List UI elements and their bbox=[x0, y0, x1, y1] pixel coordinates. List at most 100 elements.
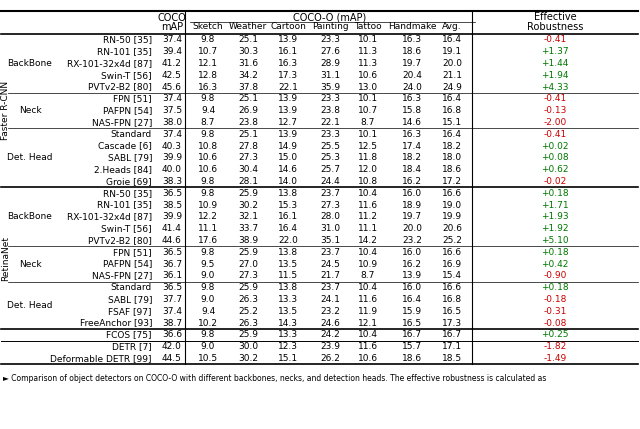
Text: 42.0: 42.0 bbox=[162, 342, 182, 351]
Text: 9.0: 9.0 bbox=[201, 272, 215, 281]
Text: 18.5: 18.5 bbox=[442, 354, 462, 363]
Text: 12.8: 12.8 bbox=[198, 71, 218, 80]
Text: 19.7: 19.7 bbox=[402, 59, 422, 68]
Text: Groie [69]: Groie [69] bbox=[106, 177, 152, 186]
Text: 35.9: 35.9 bbox=[320, 83, 340, 92]
Text: 8.7: 8.7 bbox=[201, 118, 215, 127]
Text: RX-101-32x4d [87]: RX-101-32x4d [87] bbox=[67, 212, 152, 221]
Text: COCO: COCO bbox=[157, 13, 186, 23]
Text: 12.1: 12.1 bbox=[198, 59, 218, 68]
Text: 25.5: 25.5 bbox=[320, 142, 340, 151]
Text: 31.1: 31.1 bbox=[320, 71, 340, 80]
Text: 45.6: 45.6 bbox=[162, 83, 182, 92]
Text: 25.3: 25.3 bbox=[320, 154, 340, 163]
Text: 25.1: 25.1 bbox=[238, 36, 258, 44]
Text: NAS-FPN [27]: NAS-FPN [27] bbox=[92, 118, 152, 127]
Text: 12.1: 12.1 bbox=[358, 319, 378, 328]
Text: 27.0: 27.0 bbox=[238, 260, 258, 269]
Text: Cartoon: Cartoon bbox=[270, 22, 306, 31]
Text: 33.7: 33.7 bbox=[238, 224, 258, 233]
Text: 31.6: 31.6 bbox=[238, 59, 258, 68]
Text: 16.3: 16.3 bbox=[402, 36, 422, 44]
Text: 15.1: 15.1 bbox=[278, 354, 298, 363]
Text: 19.9: 19.9 bbox=[442, 212, 462, 221]
Text: PAFPN [54]: PAFPN [54] bbox=[102, 260, 152, 269]
Text: 25.2: 25.2 bbox=[238, 307, 258, 316]
Text: 9.8: 9.8 bbox=[201, 130, 215, 139]
Text: 23.2: 23.2 bbox=[320, 307, 340, 316]
Text: -0.02: -0.02 bbox=[543, 177, 566, 186]
Text: 11.3: 11.3 bbox=[358, 47, 378, 56]
Text: 13.9: 13.9 bbox=[278, 94, 298, 103]
Text: 9.0: 9.0 bbox=[201, 342, 215, 351]
Text: 37.5: 37.5 bbox=[162, 106, 182, 115]
Text: 27.3: 27.3 bbox=[238, 154, 258, 163]
Text: RetinaNet: RetinaNet bbox=[1, 236, 10, 281]
Text: 34.2: 34.2 bbox=[238, 71, 258, 80]
Text: 15.4: 15.4 bbox=[442, 272, 462, 281]
Text: 15.7: 15.7 bbox=[402, 342, 422, 351]
Text: 10.6: 10.6 bbox=[358, 354, 378, 363]
Text: 9.8: 9.8 bbox=[201, 330, 215, 339]
Text: 13.8: 13.8 bbox=[278, 189, 298, 198]
Text: 44.5: 44.5 bbox=[162, 354, 182, 363]
Text: 16.0: 16.0 bbox=[402, 248, 422, 257]
Text: 23.7: 23.7 bbox=[320, 189, 340, 198]
Text: 10.4: 10.4 bbox=[358, 283, 378, 292]
Text: 20.4: 20.4 bbox=[402, 71, 422, 80]
Text: 26.3: 26.3 bbox=[238, 319, 258, 328]
Text: 24.0: 24.0 bbox=[402, 83, 422, 92]
Text: 10.4: 10.4 bbox=[358, 248, 378, 257]
Text: 38.9: 38.9 bbox=[238, 236, 258, 245]
Text: 41.2: 41.2 bbox=[162, 59, 182, 68]
Text: 37.4: 37.4 bbox=[162, 130, 182, 139]
Text: 26.3: 26.3 bbox=[238, 295, 258, 304]
Text: Robustness: Robustness bbox=[527, 21, 583, 31]
Text: 28.1: 28.1 bbox=[238, 177, 258, 186]
Text: 38.0: 38.0 bbox=[162, 118, 182, 127]
Text: Effective: Effective bbox=[534, 12, 576, 22]
Text: 24.5: 24.5 bbox=[320, 260, 340, 269]
Text: 10.6: 10.6 bbox=[358, 71, 378, 80]
Text: 13.8: 13.8 bbox=[278, 283, 298, 292]
Text: Neck: Neck bbox=[19, 260, 42, 269]
Text: 16.5: 16.5 bbox=[402, 319, 422, 328]
Text: 8.7: 8.7 bbox=[361, 118, 375, 127]
Text: BackBone: BackBone bbox=[8, 212, 52, 221]
Text: 26.9: 26.9 bbox=[238, 106, 258, 115]
Text: 37.7: 37.7 bbox=[162, 295, 182, 304]
Text: 25.2: 25.2 bbox=[442, 236, 462, 245]
Text: 13.3: 13.3 bbox=[278, 330, 298, 339]
Text: +0.08: +0.08 bbox=[541, 154, 569, 163]
Text: NAS-FPN [27]: NAS-FPN [27] bbox=[92, 272, 152, 281]
Text: 16.8: 16.8 bbox=[442, 295, 462, 304]
Text: 9.8: 9.8 bbox=[201, 283, 215, 292]
Text: 30.4: 30.4 bbox=[238, 165, 258, 174]
Text: 25.9: 25.9 bbox=[238, 330, 258, 339]
Text: +1.37: +1.37 bbox=[541, 47, 569, 56]
Text: 25.1: 25.1 bbox=[238, 130, 258, 139]
Text: mAP: mAP bbox=[161, 21, 183, 31]
Text: 26.2: 26.2 bbox=[320, 354, 340, 363]
Text: RN-50 [35]: RN-50 [35] bbox=[103, 189, 152, 198]
Text: 12.7: 12.7 bbox=[278, 118, 298, 127]
Text: 31.0: 31.0 bbox=[320, 224, 340, 233]
Text: 16.3: 16.3 bbox=[402, 94, 422, 103]
Text: 36.5: 36.5 bbox=[162, 248, 182, 257]
Text: 22.0: 22.0 bbox=[278, 236, 298, 245]
Text: 25.9: 25.9 bbox=[238, 248, 258, 257]
Text: 10.6: 10.6 bbox=[198, 165, 218, 174]
Text: 21.7: 21.7 bbox=[320, 272, 340, 281]
Text: +0.25: +0.25 bbox=[541, 330, 569, 339]
Text: +0.18: +0.18 bbox=[541, 248, 569, 257]
Text: -0.31: -0.31 bbox=[543, 307, 566, 316]
Text: 27.6: 27.6 bbox=[320, 47, 340, 56]
Text: Faster R-CNN: Faster R-CNN bbox=[1, 81, 10, 140]
Text: 10.8: 10.8 bbox=[198, 142, 218, 151]
Text: 38.3: 38.3 bbox=[162, 177, 182, 186]
Text: +1.94: +1.94 bbox=[541, 71, 569, 80]
Text: 10.6: 10.6 bbox=[198, 154, 218, 163]
Text: 27.3: 27.3 bbox=[320, 201, 340, 210]
Text: 11.1: 11.1 bbox=[198, 224, 218, 233]
Text: 22.1: 22.1 bbox=[278, 83, 298, 92]
